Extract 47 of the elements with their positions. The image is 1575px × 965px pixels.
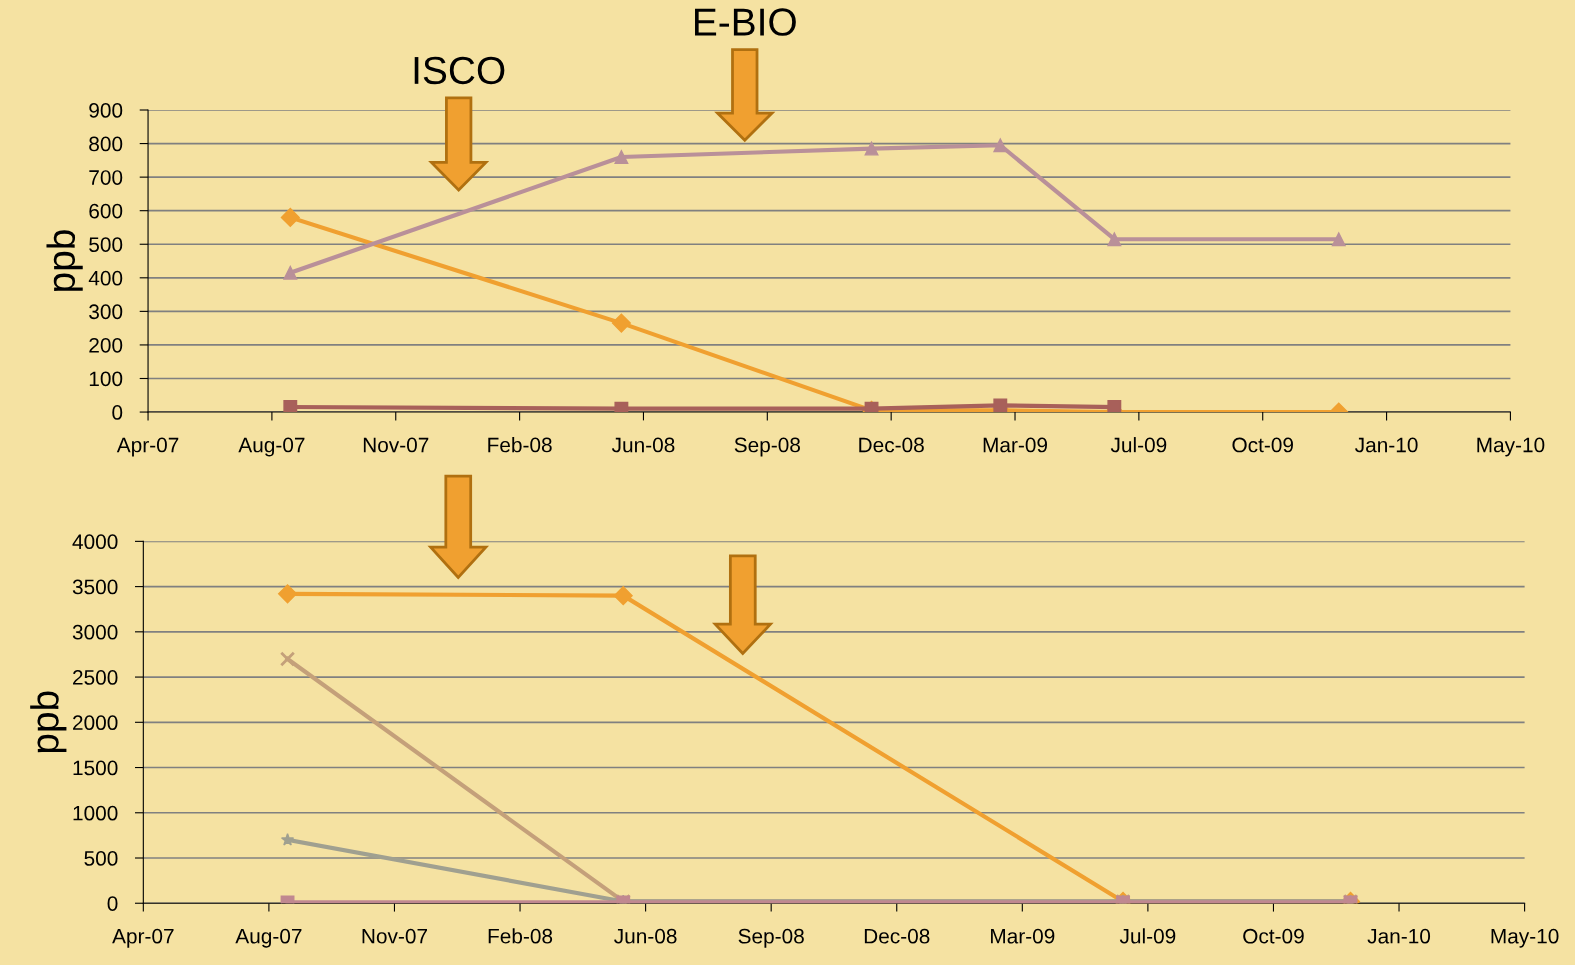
x-tick-label: Mar-09: [983, 437, 1048, 453]
x-tick-label: Mar-09: [991, 928, 1055, 944]
y-tick-label: 400: [88, 270, 123, 286]
x-tick-label: Feb-08: [488, 437, 552, 453]
x-tick-label: Jul-09: [1110, 437, 1167, 453]
x-tick-label: Aug-07: [238, 437, 305, 457]
x-tick-label: Jun-08: [614, 928, 677, 944]
y-tick-label: 0: [112, 405, 123, 420]
y-tick-label: 3500: [72, 579, 118, 595]
x-tick-label: May-10: [1477, 437, 1545, 457]
text: E-BIO: [695, 8, 796, 36]
x-tick-label: Dec-08: [859, 437, 924, 453]
x-tick-label: Apr-07: [112, 928, 174, 948]
x-tick-label: Jan-10: [1355, 437, 1418, 453]
y-tick-label: 800: [89, 136, 123, 152]
x-tick-label: May-10: [1491, 928, 1559, 948]
y-tick-label: 1500: [73, 760, 118, 776]
y-tick-label: 2000: [73, 715, 118, 731]
y-tick-label: 300: [89, 304, 123, 320]
x-tick-label: Dec-08: [864, 928, 930, 944]
x-tick-label: Oct-09: [1232, 437, 1293, 453]
text: ISCO: [414, 56, 505, 85]
x-tick-label: Nov-07: [363, 437, 429, 453]
x-tick-label: Feb-08: [488, 928, 553, 944]
y-tick-label: 2500: [73, 670, 118, 685]
x-tick-label: Jun-08: [611, 437, 675, 453]
x-tick-label: Sep-08: [734, 437, 800, 457]
y-tick-label: 900: [89, 103, 123, 118]
y-tick-label: 1000: [73, 805, 118, 821]
y-axis-title: ppb: [46, 230, 83, 291]
y-tick-label: 600: [89, 203, 123, 219]
x-tick-label: Aug-07: [235, 928, 302, 948]
y-tick-label: 200: [89, 337, 123, 353]
y-tick-label: 500: [89, 237, 123, 253]
y-tick-label: 100: [89, 371, 123, 387]
x-tick-label: Apr-07: [116, 437, 179, 457]
y-axis-title: ppb: [30, 691, 67, 753]
x-tick-label: Oct-09: [1243, 928, 1304, 944]
y-tick-label: 0: [107, 896, 118, 911]
x-tick-label: Jan-10: [1367, 928, 1431, 944]
y-tick-label: 500: [84, 851, 118, 866]
x-tick-label: Jul-09: [1119, 928, 1176, 944]
y-tick-label: 3000: [72, 624, 118, 640]
y-tick-label: 700: [89, 170, 123, 185]
y-tick-label: 4000: [72, 534, 118, 550]
x-tick-label: Sep-08: [738, 928, 804, 948]
x-tick-label: Nov-07: [362, 928, 427, 944]
